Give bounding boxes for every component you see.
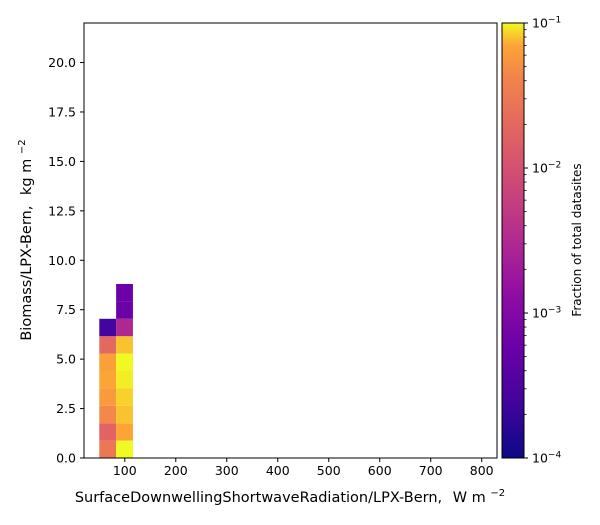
heatmap-cell	[99, 388, 117, 406]
colorbar-frame	[501, 22, 525, 459]
y-axis-unit-exp: −2	[17, 139, 28, 154]
y-axis-unit: kg m	[19, 159, 35, 195]
x-tick-label: 400	[266, 463, 290, 478]
x-axis-unit: W m	[453, 490, 486, 506]
y-axis-label: Biomass/LPX-Bern,	[19, 206, 35, 341]
heatmap-cell	[99, 423, 117, 441]
colorbar-tick-label: 10−2	[532, 161, 561, 176]
heatmap-cell	[116, 371, 133, 389]
y-tick-label: 10.0	[48, 253, 76, 268]
y-tick-label: 5.0	[56, 352, 76, 367]
y-tick-label: 12.5	[48, 203, 76, 218]
colorbar-title: Fraction of total datasites	[570, 163, 584, 316]
colorbar-tick-label: 10−1	[532, 16, 561, 31]
y-tick-label: 20.0	[48, 55, 76, 70]
y-tick-label: 7.5	[56, 302, 76, 317]
y-tick-label: 15.0	[48, 154, 76, 169]
heatmap-cell	[116, 440, 133, 458]
heatmap-cell	[99, 440, 117, 458]
heatmap-cells	[99, 284, 133, 458]
x-axis-unit-exp: −2	[490, 488, 505, 499]
plot-frame	[83, 22, 498, 459]
x-axis-label: SurfaceDownwellingShortwaveRadiation/LPX…	[75, 490, 442, 506]
x-tick-label: 300	[215, 463, 239, 478]
heatmap-cell	[116, 284, 133, 302]
colorbar-tick-label: 10−4	[532, 451, 561, 466]
colorbar-gradient	[502, 23, 524, 458]
heatmap-cell	[116, 353, 133, 371]
x-tick-label: 100	[113, 463, 137, 478]
heatmap-cell	[99, 353, 117, 371]
heatmap-cell	[116, 388, 133, 406]
heatmap-cell	[116, 301, 133, 319]
colorbar-tick-label: 10−3	[532, 306, 561, 321]
heatmap-cell	[99, 405, 117, 424]
x-tick-label: 700	[419, 463, 443, 478]
heatmap-cell	[99, 371, 117, 389]
x-tick-label: 800	[470, 463, 494, 478]
heatmap-cell	[116, 336, 133, 354]
x-tick-label: 500	[317, 463, 341, 478]
colorbar-axis: 10−1 10−2 10−3 10−4	[524, 16, 561, 466]
heatmap-cell	[99, 318, 117, 337]
x-axis-title: SurfaceDownwellingShortwaveRadiation/LPX…	[75, 488, 505, 506]
y-tick-label: 17.5	[48, 104, 76, 119]
heatmap-cell	[116, 318, 133, 337]
x-tick-label: 600	[368, 463, 392, 478]
y-axis-title: Biomass/LPX-Bern, kg m −2	[17, 139, 35, 340]
x-axis: 100 200 300 400 500 600 700 800	[113, 458, 494, 478]
heatmap-cell	[116, 405, 133, 424]
y-tick-label: 2.5	[56, 401, 76, 416]
heatmap-cell	[99, 336, 117, 354]
y-axis: 0.0 2.5 5.0 7.5 10.0 12.5 15.0 17.5 20.0	[48, 55, 84, 466]
y-tick-label: 0.0	[56, 451, 76, 466]
x-tick-label: 200	[164, 463, 188, 478]
heatmap-cell	[116, 423, 133, 441]
